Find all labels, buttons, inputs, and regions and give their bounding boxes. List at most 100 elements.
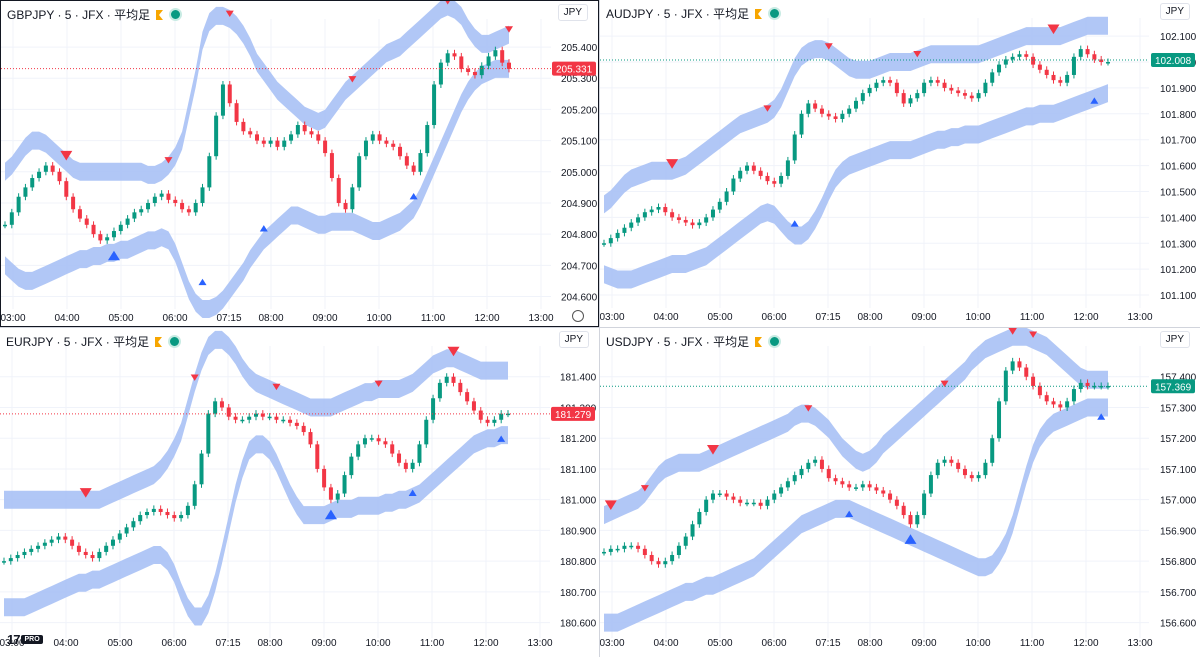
candle-body (240, 419, 245, 422)
currency-button[interactable]: JPY (1159, 331, 1190, 348)
sell-signal-marker (60, 150, 73, 161)
y-tick-label: 101.300 (1160, 239, 1197, 250)
symbol-title[interactable]: USDJPY · 5 · JFX · 平均足 (606, 335, 750, 349)
candle-body (336, 178, 341, 203)
candle-body (124, 527, 129, 534)
logo-mark: 17 (7, 632, 21, 647)
chart-header[interactable]: GBPJPY · 5 · JFX · 平均足 (7, 6, 183, 23)
chart-panel-audjpy[interactable]: AUDJPY · 5 · JFX · 平均足 JPY 102.100 102.00… (600, 0, 1200, 327)
x-tick-label: 03:00 (1, 313, 26, 324)
sell-signal-marker (763, 105, 772, 112)
x-tick-label: 05:00 (707, 312, 732, 323)
candle-body (956, 462, 961, 469)
y-tick-label: 205.300 (561, 74, 598, 85)
candle-body (411, 165, 416, 172)
x-tick-label: 04:00 (54, 313, 79, 324)
candle-body (765, 499, 770, 506)
sell-signal-marker (804, 405, 813, 412)
chart-canvas[interactable]: 205.400 205.300 205.200 205.100 205.000 204.9… (1, 1, 599, 327)
candle-body (969, 475, 974, 479)
sell-signal-marker (913, 51, 922, 58)
candle-body (492, 419, 497, 423)
candle-body (90, 555, 95, 559)
chart-header[interactable]: EURJPY · 5 · JFX · 平均足 (6, 333, 182, 350)
chart-canvas[interactable]: 157.400 157.300 157.200 157.100 157.000 156.9… (600, 328, 1200, 657)
bollinger-upper-band (5, 1, 509, 184)
candle-body (799, 113, 804, 135)
candle-body (915, 515, 920, 525)
currency-button[interactable]: JPY (557, 4, 588, 21)
currency-button[interactable]: JPY (1159, 3, 1190, 20)
buy-signal-marker (259, 225, 268, 232)
candle-body (452, 53, 457, 57)
candle-body (969, 95, 974, 99)
candle-body (1092, 54, 1097, 60)
candle-body (854, 487, 858, 489)
candle-body (813, 459, 818, 463)
candle-body (110, 539, 115, 546)
currency-button[interactable]: JPY (558, 331, 589, 348)
chart-canvas[interactable]: 181.400181.300181.200181.100181.000180.9… (0, 328, 599, 657)
chart-panel-usdjpy[interactable]: USDJPY · 5 · JFX · 平均足 JPY 157.400 157.30… (600, 328, 1200, 657)
candle-body (908, 98, 913, 104)
chart-panel-gbpjpy[interactable]: GBPJPY · 5 · JFX · 平均足 JPY 205.400 205.30… (0, 0, 599, 327)
sell-signal-marker (824, 43, 833, 50)
candle-body (656, 207, 661, 210)
candle-body (180, 202, 185, 210)
y-tick-label: 101.200 (1160, 265, 1197, 276)
candle-body (214, 115, 219, 157)
candle-body (717, 493, 722, 496)
panel-divider-horizontal[interactable] (0, 327, 1200, 328)
candle-body (308, 432, 313, 445)
panel-divider-vertical[interactable] (599, 0, 600, 657)
candle-body (779, 175, 784, 184)
symbol-title[interactable]: GBPJPY · 5 · JFX · 平均足 (7, 8, 151, 22)
candle-body (1017, 361, 1022, 368)
candle-body (942, 82, 947, 88)
candle-body (819, 108, 824, 114)
market-open-icon (768, 335, 782, 348)
chart-canvas[interactable]: 102.100102.000101.900101.800101.700101.6… (600, 0, 1200, 327)
candle-body (799, 468, 804, 476)
bollinger-lower-band (604, 398, 1108, 632)
chart-header[interactable]: AUDJPY · 5 · JFX · 平均足 (606, 5, 782, 22)
chart-header[interactable]: USDJPY · 5 · JFX · 平均足 (606, 333, 782, 350)
x-tick-label: 04:00 (53, 638, 78, 649)
chart-panel-eurjpy[interactable]: EURJPY · 5 · JFX · 平均足 JPY 181.400181.30… (0, 328, 599, 657)
y-tick-label: 101.600 (1160, 162, 1197, 173)
candle-body (745, 165, 750, 171)
candle-body (922, 493, 927, 516)
candle-body (1051, 74, 1056, 81)
candle-body (193, 202, 198, 213)
tradingview-logo[interactable]: 17 PRO (7, 632, 43, 647)
candle-body (397, 453, 402, 463)
candle-body (192, 484, 197, 506)
candle-body (949, 87, 954, 91)
candle-body (43, 165, 48, 172)
symbol-title[interactable]: AUDJPY · 5 · JFX · 平均足 (606, 7, 750, 21)
candle-body (663, 561, 668, 565)
y-tick-label: 205.400 (561, 43, 598, 54)
y-tick-label: 180.900 (560, 526, 597, 537)
candle-body (704, 499, 709, 512)
symbol-title[interactable]: EURJPY · 5 · JFX · 平均足 (6, 335, 150, 349)
y-tick-label: 157.300 (1160, 403, 1197, 414)
candle-body (888, 493, 893, 500)
candle-body (84, 218, 89, 225)
bollinger-upper-band (604, 328, 1108, 525)
candle-body (343, 202, 348, 210)
candle-body (1092, 385, 1097, 388)
candle-body (731, 496, 736, 500)
buy-signal-marker (1090, 97, 1099, 104)
candle-body (649, 209, 654, 213)
candle-body (772, 181, 777, 184)
candle-body (478, 410, 483, 420)
x-tick-label: 13:00 (1127, 312, 1152, 323)
settings-gear-icon[interactable] (572, 310, 584, 322)
candle-body (1099, 59, 1104, 63)
sell-signal-marker (1029, 331, 1038, 338)
candle-body (268, 140, 273, 144)
candle-body (935, 80, 940, 83)
y-tick-label: 180.800 (560, 557, 597, 568)
candle-body (323, 140, 328, 154)
